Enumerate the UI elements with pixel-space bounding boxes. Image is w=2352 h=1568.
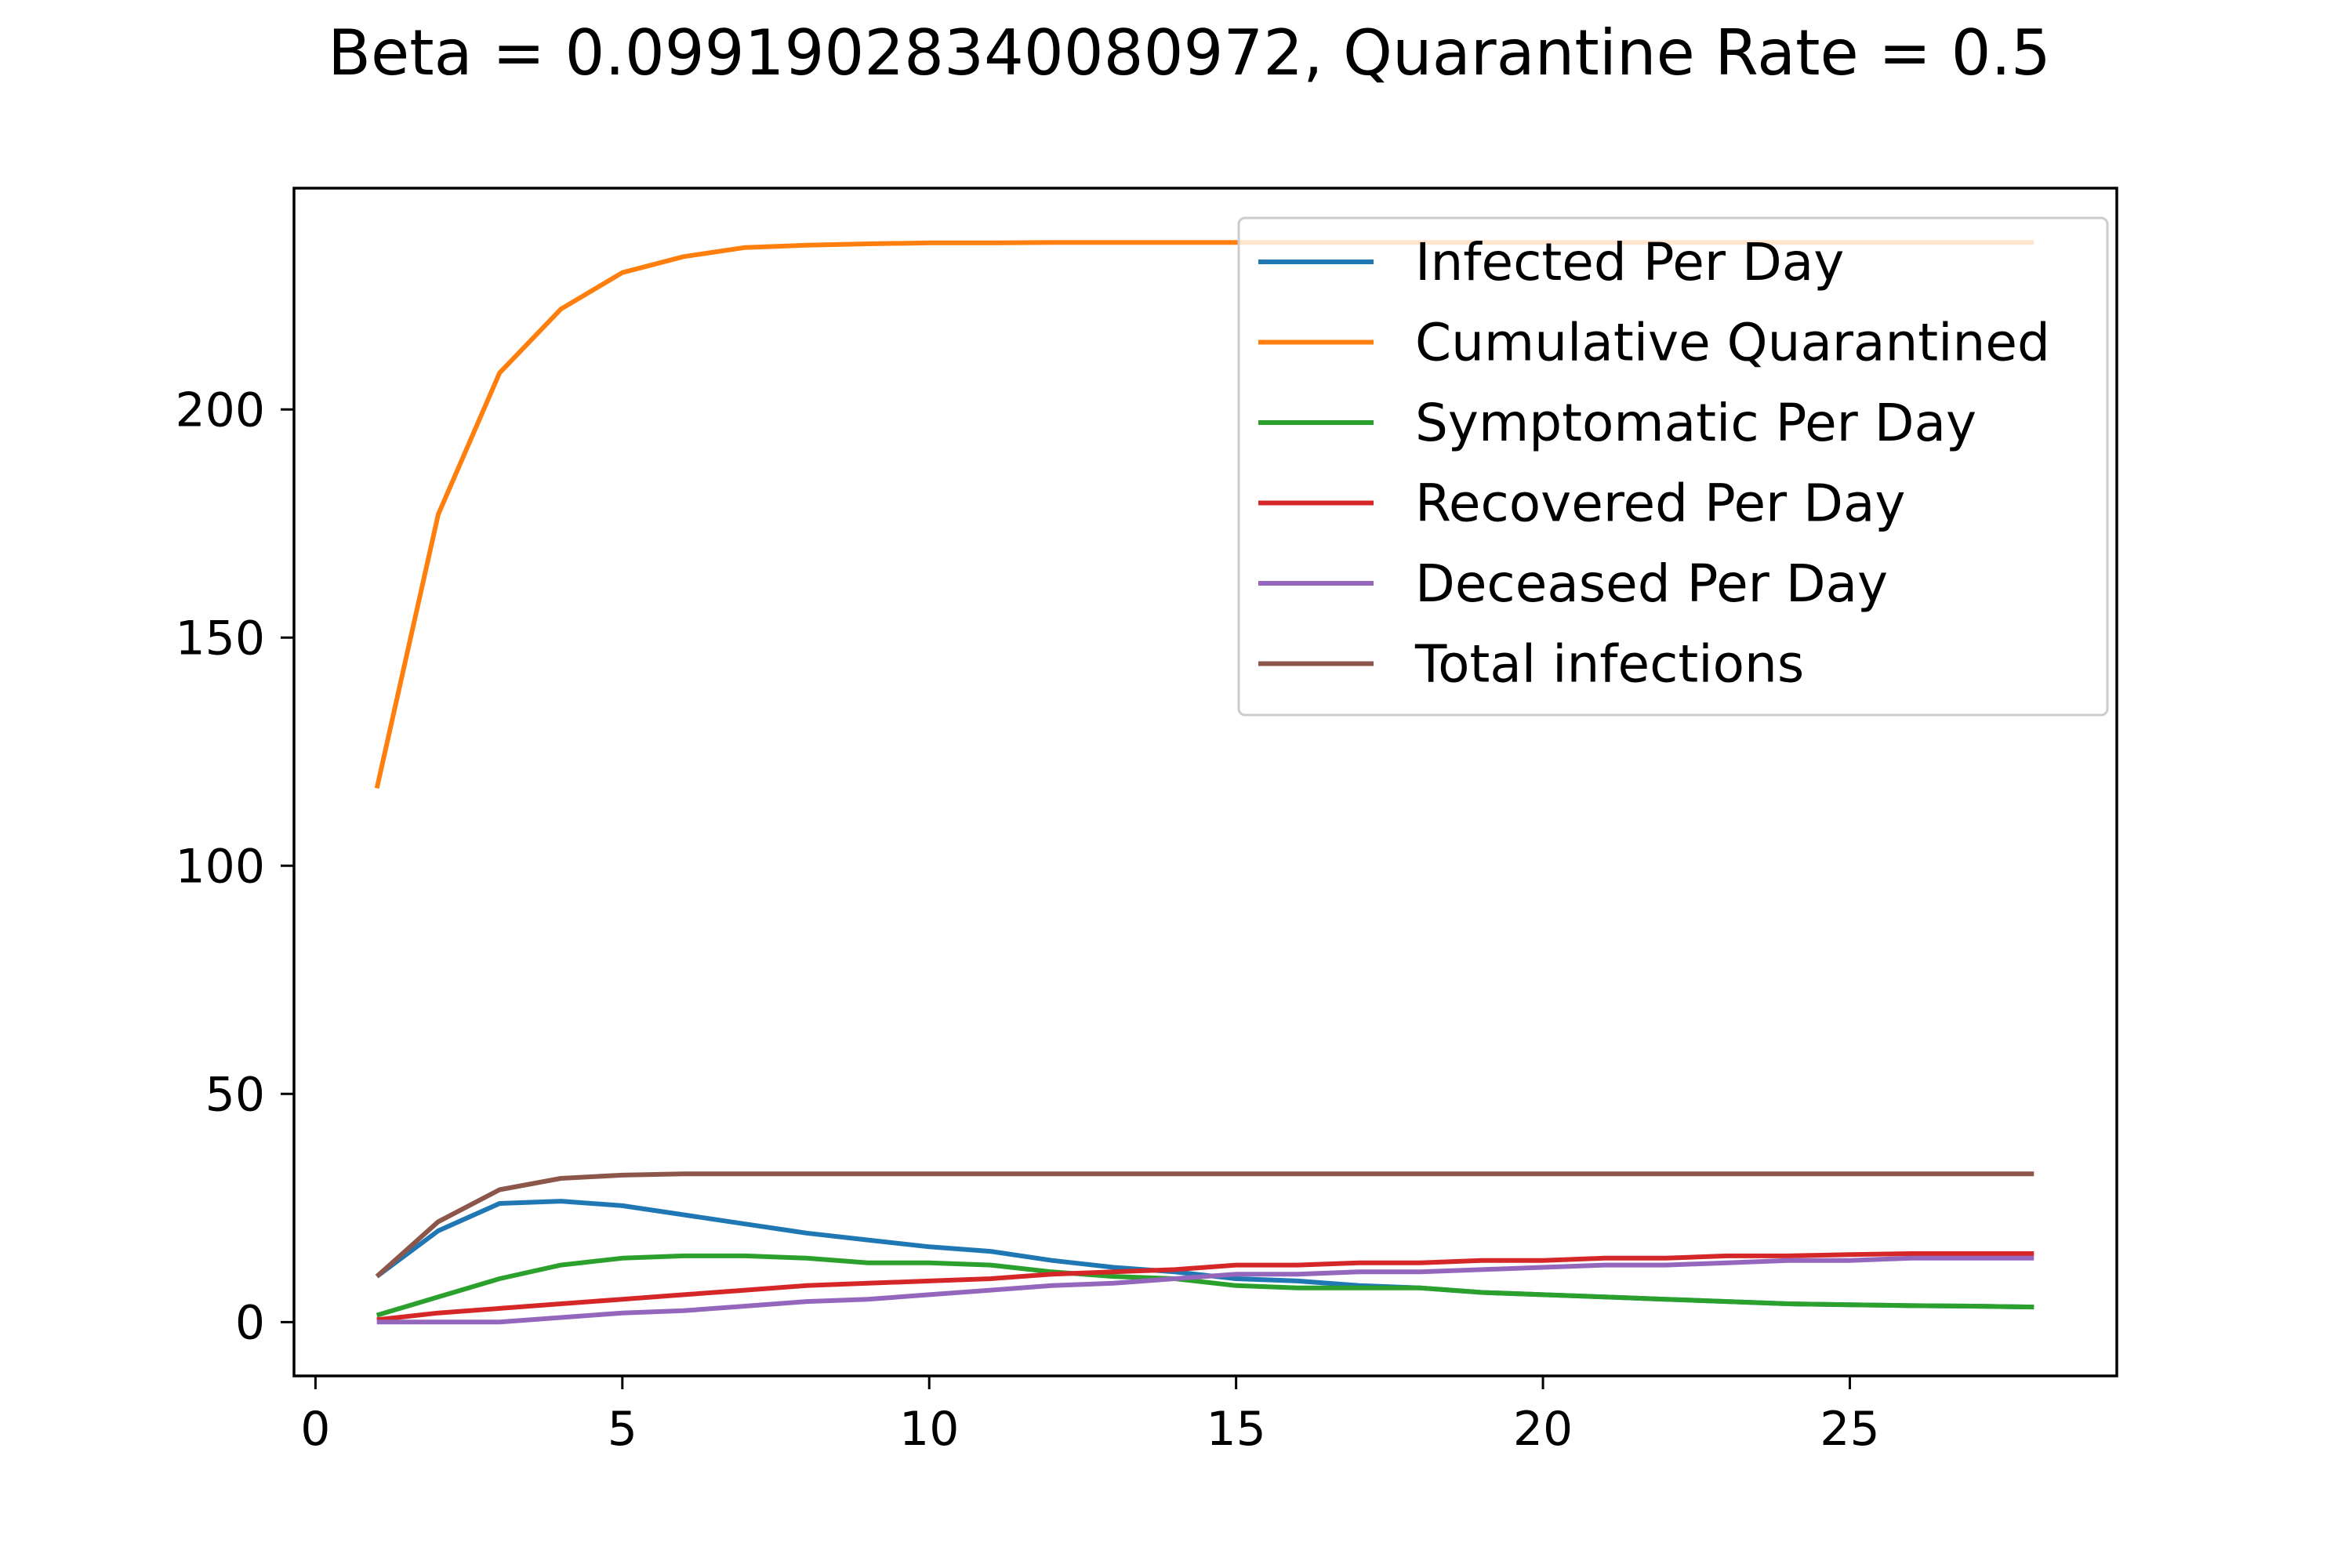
- y-axis-ticks: 0 50 100 150 200: [175, 383, 294, 1350]
- y-tick-label: 200: [175, 383, 265, 437]
- x-tick-label: 25: [1820, 1402, 1879, 1457]
- legend-label-deceased-per-day: Deceased Per Day: [1415, 554, 1888, 614]
- legend: Infected Per Day Cumulative Quarantined Sy…: [1237, 216, 2109, 717]
- plot-area: [374, 240, 2034, 1325]
- x-axis-ticks: 0 5 10 15 20 25: [300, 1376, 1880, 1457]
- series-line-deceased-per-day: [376, 1255, 2034, 1325]
- x-tick-label: 15: [1206, 1402, 1265, 1457]
- series-line-recovered-per-day: [376, 1251, 2034, 1323]
- series-line-total-infections: [375, 1171, 2034, 1279]
- legend-label-cumulative-quarantined: Cumulative Quarantined: [1415, 313, 2050, 373]
- legend-label-recovered-per-day: Recovered Per Day: [1415, 474, 1906, 534]
- series-line-symptomatic-per-day: [376, 1253, 2034, 1318]
- x-tick-label: 20: [1513, 1402, 1573, 1457]
- x-tick-label: 10: [899, 1402, 959, 1457]
- legend-box: [1237, 216, 2109, 717]
- plot-frame: [292, 187, 2118, 1377]
- y-tick-label: 0: [235, 1295, 265, 1350]
- chart-title: Beta = 0.09919028340080972, Quarantine R…: [328, 16, 2051, 89]
- legend-label-infected-per-day: Infected Per Day: [1415, 232, 1844, 292]
- legend-label-total-infections: Total infections: [1414, 634, 1804, 695]
- legend-label-symptomatic-per-day: Symptomatic Per Day: [1415, 393, 1976, 453]
- y-tick-label: 100: [175, 839, 265, 894]
- x-tick-label: 5: [608, 1402, 637, 1457]
- y-tick-label: 50: [205, 1067, 265, 1122]
- x-tick-label: 0: [300, 1402, 330, 1457]
- y-tick-label: 150: [175, 611, 265, 666]
